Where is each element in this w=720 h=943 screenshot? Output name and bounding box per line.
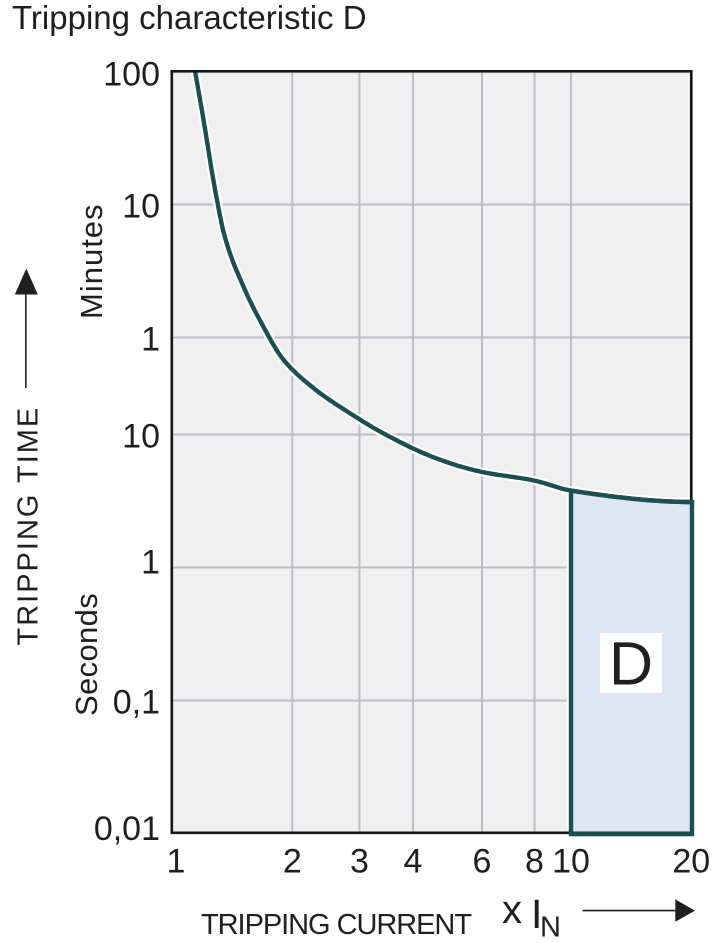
svg-text:10: 10 [552,843,590,881]
svg-text:1: 1 [167,843,186,881]
svg-text:10: 10 [122,187,160,225]
svg-text:20: 20 [672,843,710,881]
svg-text:Tripping characteristic D: Tripping characteristic D [12,0,367,36]
svg-text:0,01: 0,01 [94,810,160,848]
svg-text:TRIPPING TIME: TRIPPING TIME [13,406,45,646]
svg-text:3: 3 [350,843,369,881]
svg-text:TRIPPING CURRENT: TRIPPING CURRENT [201,909,472,941]
svg-text:2: 2 [283,843,302,881]
svg-text:I: I [531,891,542,937]
svg-text:Minutes: Minutes [74,203,109,319]
svg-text:6: 6 [473,843,492,881]
svg-text:0,1: 0,1 [113,683,160,721]
svg-text:Seconds: Seconds [69,593,104,716]
svg-text:N: N [540,911,561,943]
svg-text:D: D [609,630,653,698]
svg-text:1: 1 [141,321,160,359]
svg-text:10: 10 [122,417,160,455]
svg-text:100: 100 [103,55,160,93]
svg-text:8: 8 [525,843,544,881]
svg-text:1: 1 [141,544,160,582]
svg-text:x: x [502,888,522,932]
svg-text:4: 4 [404,843,423,881]
